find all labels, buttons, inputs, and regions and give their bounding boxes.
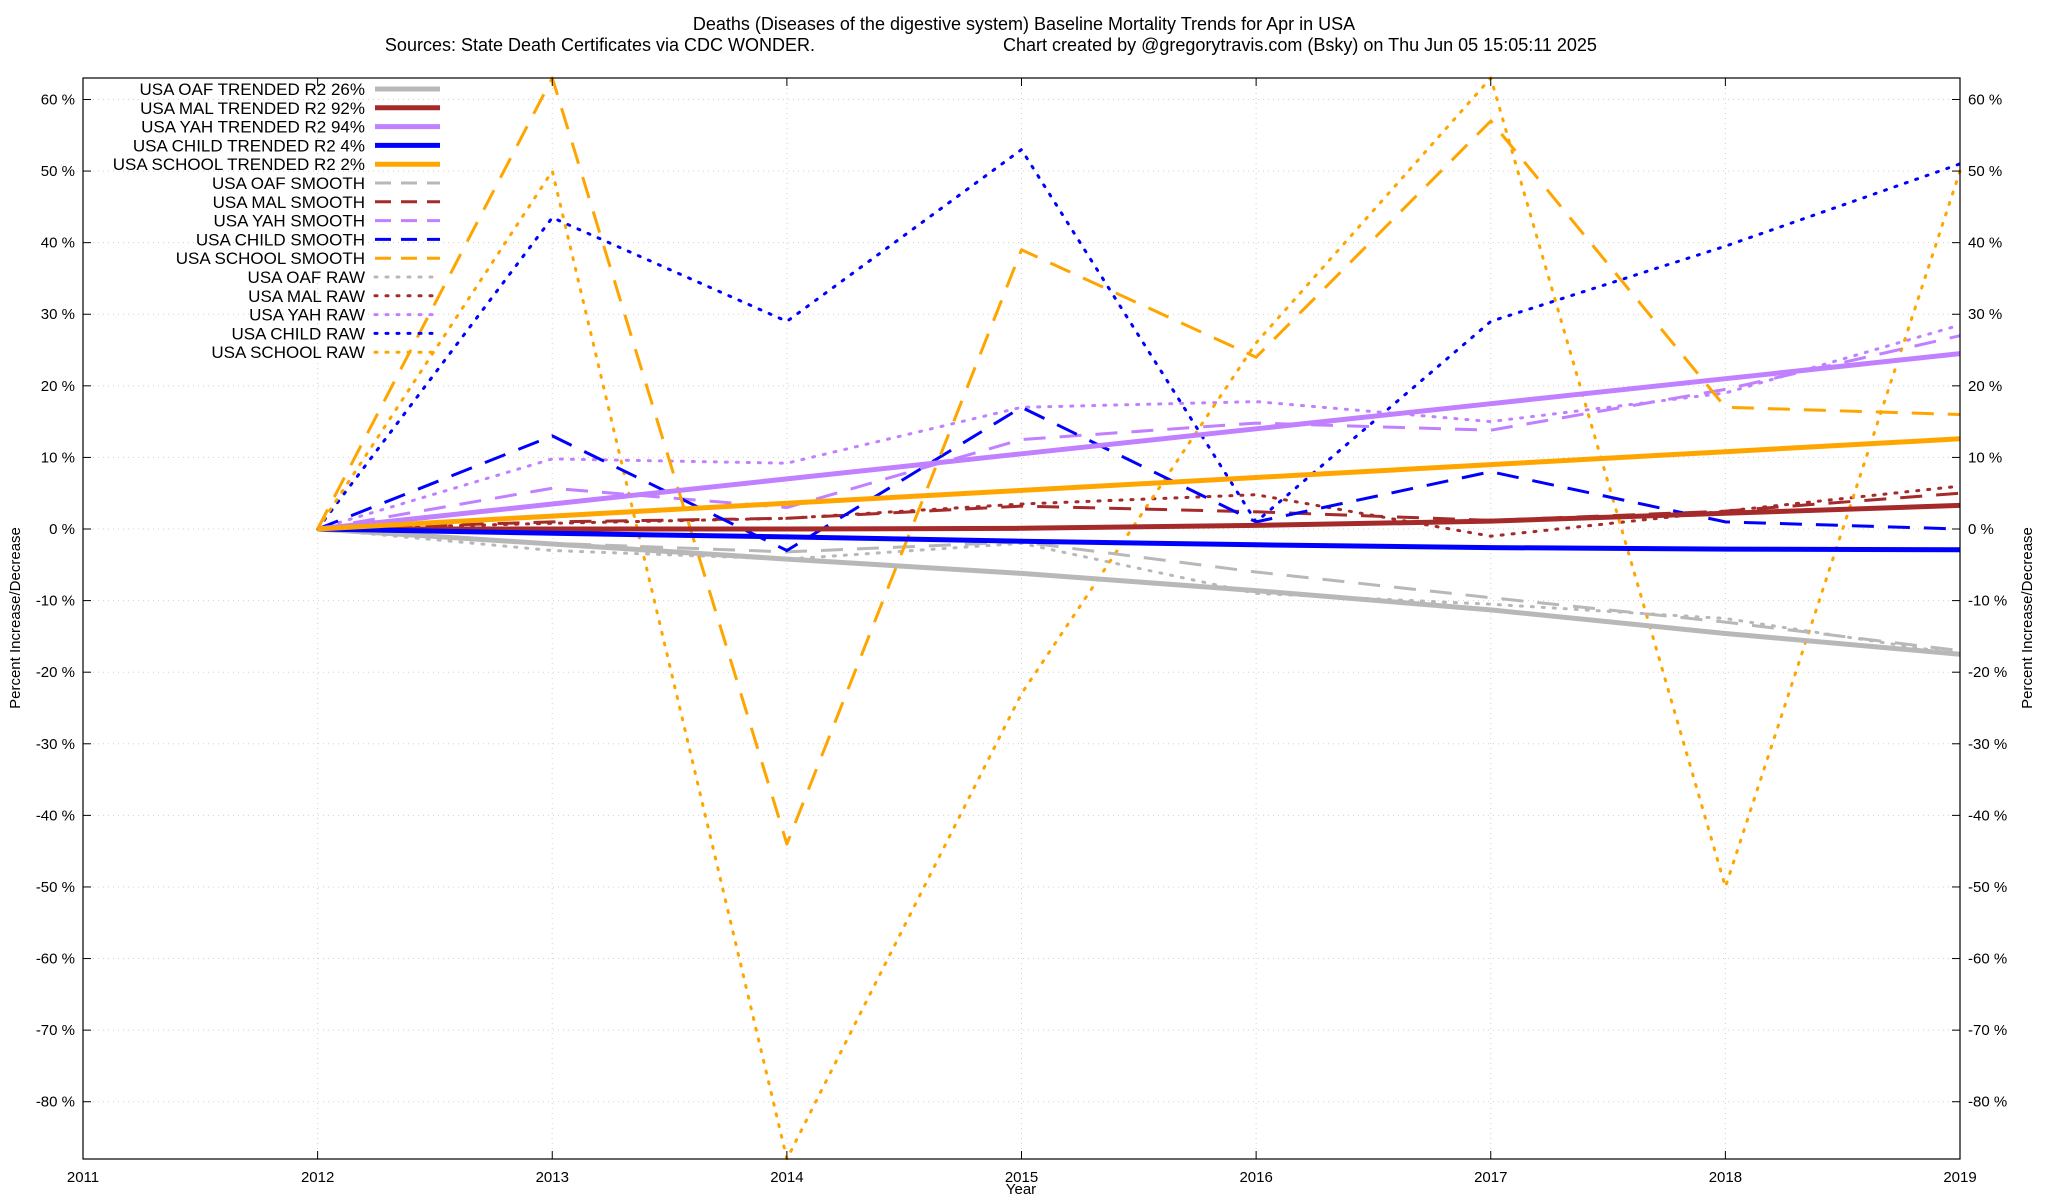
y2-tick-label: 40 % [1968, 235, 2002, 252]
y-tick-label: 10 % [41, 449, 75, 466]
y2-tick-label: 30 % [1968, 306, 2002, 323]
series-line-usa-school-smooth [316, 76, 1961, 846]
grid [83, 78, 1960, 1159]
chart-subtitle-sources: Sources: State Death Certificates via CD… [385, 35, 815, 55]
y2-tick-label: -40 % [1968, 807, 2007, 824]
legend-label: USA SCHOOL RAW [211, 343, 365, 362]
y2-tick-label: 20 % [1968, 378, 2002, 395]
x-axis-ticks: 2011 2012 2013 2014 2015 2016 2017 2018 2019 [67, 78, 1977, 1186]
series-line-usa-oaf-smooth [317, 527, 1961, 653]
y-tick-label: 60 % [41, 91, 75, 108]
x-tick-label: 2015 [1005, 1169, 1038, 1186]
legend-label: USA YAH TRENDED R2 94% [141, 118, 365, 137]
legend-label: USA YAH RAW [249, 306, 365, 325]
legend: USA OAF TRENDED R2 26%USA MAL TRENDED R2… [113, 80, 442, 362]
y2-tick-label: 10 % [1968, 449, 2002, 466]
x-tick-label: 2013 [536, 1169, 569, 1186]
y-tick-label: 30 % [41, 306, 75, 323]
x-tick-label: 2016 [1239, 1169, 1272, 1186]
legend-label: USA CHILD TRENDED R2 4% [133, 136, 365, 155]
x-tick-label: 2017 [1474, 1169, 1507, 1186]
y-tick-label: -60 % [36, 951, 75, 968]
series-line-usa-yah-smooth [317, 334, 1961, 531]
x-tick-label: 2019 [1943, 1169, 1976, 1186]
series-line-usa-yah-raw [316, 323, 1962, 531]
y2-tick-label: 50 % [1968, 163, 2002, 180]
series-line-usa-oaf-trended-r2-26 [317, 526, 1961, 657]
y-tick-label: -50 % [36, 879, 75, 896]
series-line-usa-school-raw [316, 76, 1962, 1161]
x-axis-label: Year [1006, 1181, 1036, 1198]
legend-label: USA OAF SMOOTH [212, 174, 365, 193]
y2-tick-label: 60 % [1968, 91, 2002, 108]
series-line-usa-child-raw [316, 148, 1962, 531]
series-line-usa-mal-trended-r2-92 [317, 502, 1961, 532]
y2-tick-label: -30 % [1968, 736, 2007, 753]
legend-label: USA OAF RAW [248, 268, 365, 287]
legend-label: USA SCHOOL SMOOTH [176, 249, 365, 268]
y2-axis-label: Percent Increase/Decrease [2019, 527, 2036, 709]
chart-title: Deaths (Diseases of the digestive system… [693, 14, 1355, 34]
y2-tick-label: -20 % [1968, 664, 2007, 681]
y-tick-label: -40 % [36, 807, 75, 824]
y-tick-label: 0 % [49, 521, 75, 538]
series-line-usa-school-trended-r2-2 [317, 436, 1961, 532]
series-line-usa-yah-trended-r2-94 [317, 351, 1961, 532]
series-line-usa-child-trended-r2-4 [317, 526, 1961, 553]
y2-tick-label: -80 % [1968, 1094, 2007, 1111]
y-tick-label: -20 % [36, 664, 75, 681]
legend-label: USA MAL SMOOTH [213, 193, 365, 212]
y2-tick-label: -50 % [1968, 879, 2007, 896]
y-tick-label: -10 % [36, 593, 75, 610]
y-tick-label: -80 % [36, 1094, 75, 1111]
y-tick-label: 40 % [41, 235, 75, 252]
legend-label: USA MAL RAW [248, 287, 365, 306]
x-tick-label: 2011 [67, 1169, 99, 1186]
y-tick-label: -30 % [36, 736, 75, 753]
y-axis-ticks: 60 % 50 % 40 % 30 % 20 % 10 % 0 % -10 % -20 % -30… [36, 91, 91, 1111]
y-tick-label: 20 % [41, 378, 75, 395]
x-tick-label: 2018 [1709, 1169, 1742, 1186]
x-tick-label: 2012 [301, 1169, 334, 1186]
series-lines [316, 76, 1962, 1161]
y-axis-label: Percent Increase/Decrease [7, 527, 24, 709]
y2-tick-label: -60 % [1968, 951, 2007, 968]
x-tick-label: 2014 [770, 1169, 803, 1186]
legend-label: USA CHILD SMOOTH [196, 230, 365, 249]
series-line-usa-oaf-raw [316, 527, 1962, 656]
y2-tick-label: 0 % [1968, 521, 1994, 538]
legend-label: USA OAF TRENDED R2 26% [140, 80, 365, 99]
legend-label: USA YAH SMOOTH [214, 212, 365, 231]
legend-label: USA MAL TRENDED R2 92% [140, 99, 365, 118]
y2-tick-label: -10 % [1968, 593, 2007, 610]
y-tick-label: -70 % [36, 1022, 75, 1039]
chart-subtitle-credit: Chart created by @gregorytravis.com (Bsk… [1003, 35, 1597, 55]
y-tick-label: 50 % [41, 163, 75, 180]
y2-tick-label: -70 % [1968, 1022, 2007, 1039]
y2-axis-ticks: 60 % 50 % 40 % 30 % 20 % 10 % 0 % -10 % -20 % -30… [1952, 91, 2007, 1111]
legend-label: USA SCHOOL TRENDED R2 2% [113, 155, 365, 174]
legend-label: USA CHILD RAW [231, 324, 365, 343]
